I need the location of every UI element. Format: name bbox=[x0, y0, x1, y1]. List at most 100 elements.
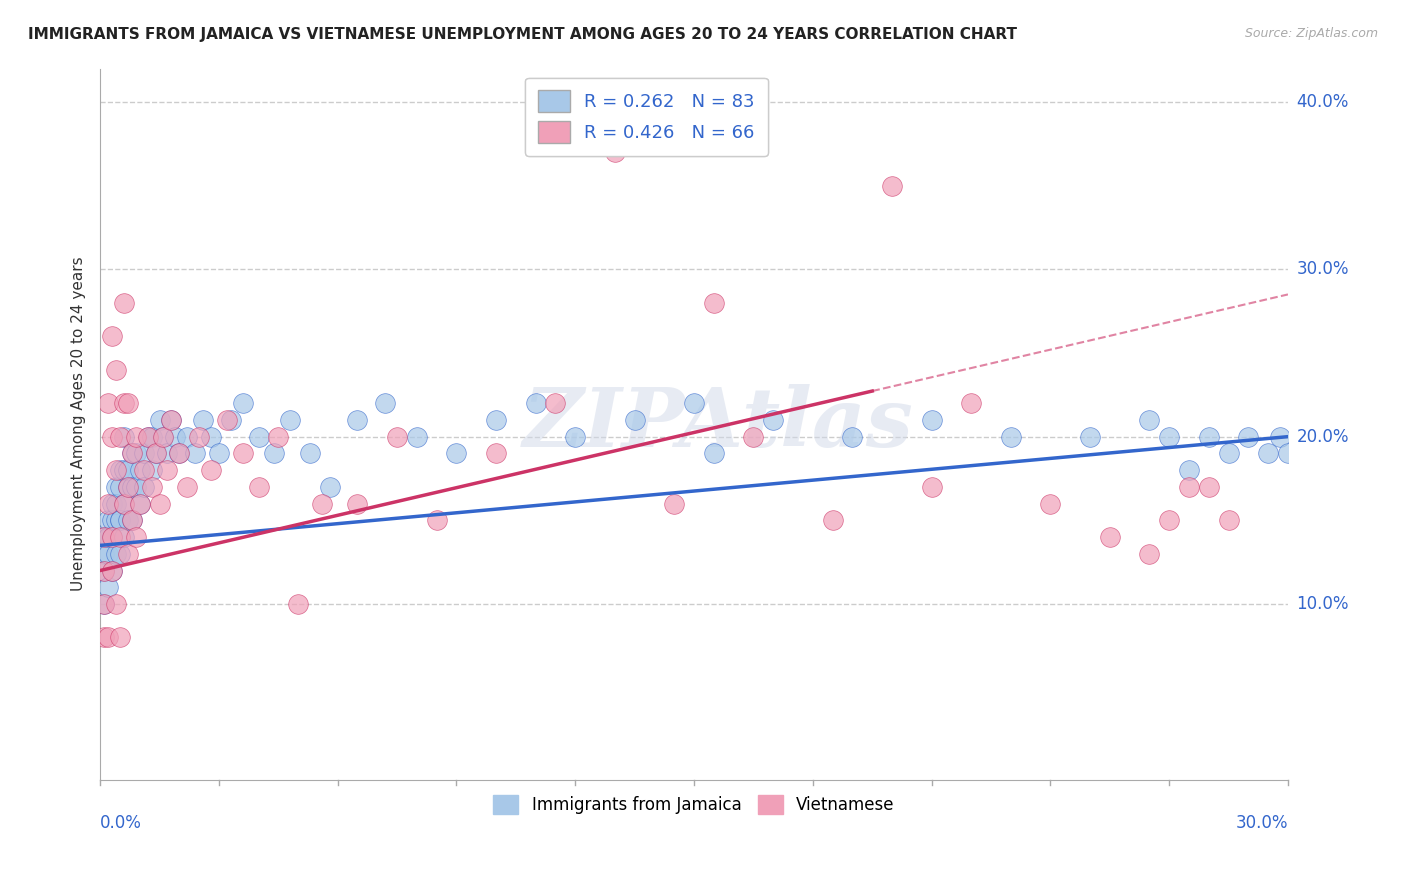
Point bbox=[121, 513, 143, 527]
Point bbox=[160, 413, 183, 427]
Point bbox=[1218, 513, 1240, 527]
Point bbox=[104, 362, 127, 376]
Point bbox=[821, 513, 844, 527]
Point bbox=[141, 480, 163, 494]
Point bbox=[117, 480, 139, 494]
Point bbox=[125, 430, 148, 444]
Point bbox=[921, 480, 943, 494]
Point bbox=[112, 396, 135, 410]
Point bbox=[346, 413, 368, 427]
Point bbox=[742, 430, 765, 444]
Point bbox=[117, 396, 139, 410]
Point bbox=[208, 446, 231, 460]
Point bbox=[125, 530, 148, 544]
Point bbox=[101, 564, 124, 578]
Point bbox=[176, 430, 198, 444]
Point bbox=[287, 597, 309, 611]
Point bbox=[93, 547, 115, 561]
Point bbox=[1268, 430, 1291, 444]
Point bbox=[108, 513, 131, 527]
Text: Source: ZipAtlas.com: Source: ZipAtlas.com bbox=[1244, 27, 1378, 40]
Point bbox=[121, 480, 143, 494]
Point bbox=[101, 329, 124, 343]
Point bbox=[104, 463, 127, 477]
Point bbox=[1257, 446, 1279, 460]
Point bbox=[1137, 413, 1160, 427]
Point bbox=[564, 430, 586, 444]
Point bbox=[184, 446, 207, 460]
Point bbox=[132, 463, 155, 477]
Point bbox=[93, 597, 115, 611]
Point bbox=[524, 396, 547, 410]
Point bbox=[160, 413, 183, 427]
Point bbox=[121, 513, 143, 527]
Point bbox=[156, 463, 179, 477]
Point bbox=[1098, 530, 1121, 544]
Point bbox=[1159, 513, 1181, 527]
Point bbox=[117, 513, 139, 527]
Point bbox=[703, 295, 725, 310]
Point bbox=[108, 530, 131, 544]
Point bbox=[298, 446, 321, 460]
Point bbox=[1137, 547, 1160, 561]
Point bbox=[278, 413, 301, 427]
Point bbox=[232, 396, 254, 410]
Point bbox=[1039, 497, 1062, 511]
Point bbox=[148, 413, 170, 427]
Point bbox=[128, 497, 150, 511]
Point bbox=[108, 480, 131, 494]
Point bbox=[132, 480, 155, 494]
Point bbox=[1198, 430, 1220, 444]
Point bbox=[215, 413, 238, 427]
Point bbox=[125, 446, 148, 460]
Point bbox=[311, 497, 333, 511]
Point bbox=[104, 480, 127, 494]
Text: 30.0%: 30.0% bbox=[1236, 814, 1288, 832]
Point bbox=[165, 430, 187, 444]
Point bbox=[97, 396, 120, 410]
Point bbox=[112, 497, 135, 511]
Point bbox=[762, 413, 785, 427]
Point bbox=[112, 463, 135, 477]
Point bbox=[426, 513, 449, 527]
Point bbox=[97, 497, 120, 511]
Point bbox=[346, 497, 368, 511]
Point bbox=[960, 396, 983, 410]
Point bbox=[191, 413, 214, 427]
Point bbox=[446, 446, 468, 460]
Point bbox=[385, 430, 408, 444]
Point bbox=[1198, 480, 1220, 494]
Point bbox=[188, 430, 211, 444]
Point bbox=[108, 463, 131, 477]
Point bbox=[152, 430, 174, 444]
Point bbox=[1277, 446, 1299, 460]
Point bbox=[841, 430, 863, 444]
Point bbox=[97, 513, 120, 527]
Y-axis label: Unemployment Among Ages 20 to 24 years: Unemployment Among Ages 20 to 24 years bbox=[72, 257, 86, 591]
Point bbox=[485, 446, 508, 460]
Point bbox=[125, 480, 148, 494]
Point bbox=[117, 463, 139, 477]
Text: 10.0%: 10.0% bbox=[1296, 595, 1348, 613]
Point bbox=[1078, 430, 1101, 444]
Point bbox=[921, 413, 943, 427]
Point bbox=[97, 580, 120, 594]
Point bbox=[485, 413, 508, 427]
Point bbox=[112, 295, 135, 310]
Point bbox=[141, 430, 163, 444]
Point bbox=[132, 446, 155, 460]
Point bbox=[97, 547, 120, 561]
Point bbox=[1178, 463, 1201, 477]
Point bbox=[544, 396, 567, 410]
Point bbox=[93, 597, 115, 611]
Point bbox=[703, 446, 725, 460]
Point bbox=[97, 631, 120, 645]
Point bbox=[101, 430, 124, 444]
Point bbox=[406, 430, 429, 444]
Point bbox=[93, 564, 115, 578]
Point bbox=[200, 430, 222, 444]
Point bbox=[108, 430, 131, 444]
Point bbox=[247, 430, 270, 444]
Point bbox=[1178, 480, 1201, 494]
Point bbox=[101, 513, 124, 527]
